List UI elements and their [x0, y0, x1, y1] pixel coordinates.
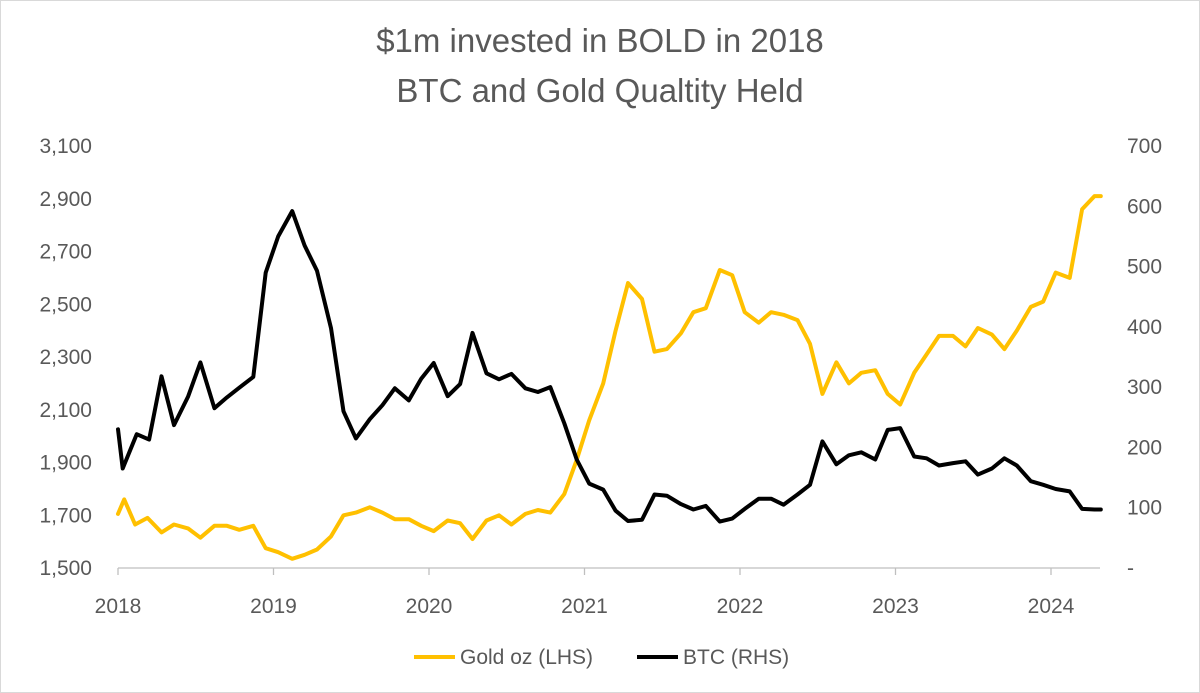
gold-series-line [116, 194, 1103, 561]
x-tick-label: 2024 [1028, 595, 1075, 618]
y-left-tick-label: 2,500 [39, 293, 92, 316]
y-left-tick-label: 2,300 [39, 346, 92, 369]
y-right-tick-label: 500 [1127, 256, 1162, 279]
series-layer [116, 194, 1103, 561]
x-tick-label: 2022 [717, 595, 764, 618]
y-left-tick-label: 2,100 [39, 399, 92, 422]
chart-subtitle: BTC and Gold Qualtity Held [396, 72, 804, 109]
y-left-tick-label: 1,900 [39, 452, 92, 475]
x-tick-label: 2023 [872, 595, 919, 618]
y-left-tick-label: 2,900 [39, 188, 92, 211]
axes-layer: 1,500 1,700 1,900 2,100 2,300 2,500 2,700 2,900… [39, 135, 1162, 618]
legend-btc-label: BTC (RHS) [683, 646, 789, 669]
y-left-tick-label: 2,700 [39, 241, 92, 264]
y-right-tick-label: 100 [1127, 497, 1162, 520]
legend-gold-label: Gold oz (LHS) [460, 646, 593, 669]
btc-series-line [116, 209, 1103, 524]
y-right-tick-label: 200 [1127, 436, 1162, 459]
y-right-tick-label: 400 [1127, 316, 1162, 339]
y-right-tick-label: 300 [1127, 376, 1162, 399]
y-right-tick-label: 600 [1127, 195, 1162, 218]
y-left-tick-label: 3,100 [39, 135, 92, 158]
y-right-tick-label: 700 [1127, 135, 1162, 158]
y-left-tick-label: 1,700 [39, 504, 92, 527]
chart-title: $1m invested in BOLD in 2018 [376, 22, 824, 59]
legend: Gold oz (LHS) BTC (RHS) [414, 646, 789, 669]
y-right-tick-label: - [1127, 557, 1134, 580]
x-tick-label: 2021 [561, 595, 608, 618]
x-tick-label: 2018 [95, 595, 142, 618]
x-tick-label: 2019 [250, 595, 297, 618]
x-tick-label: 2020 [406, 595, 453, 618]
y-left-tick-label: 1,500 [39, 557, 92, 580]
